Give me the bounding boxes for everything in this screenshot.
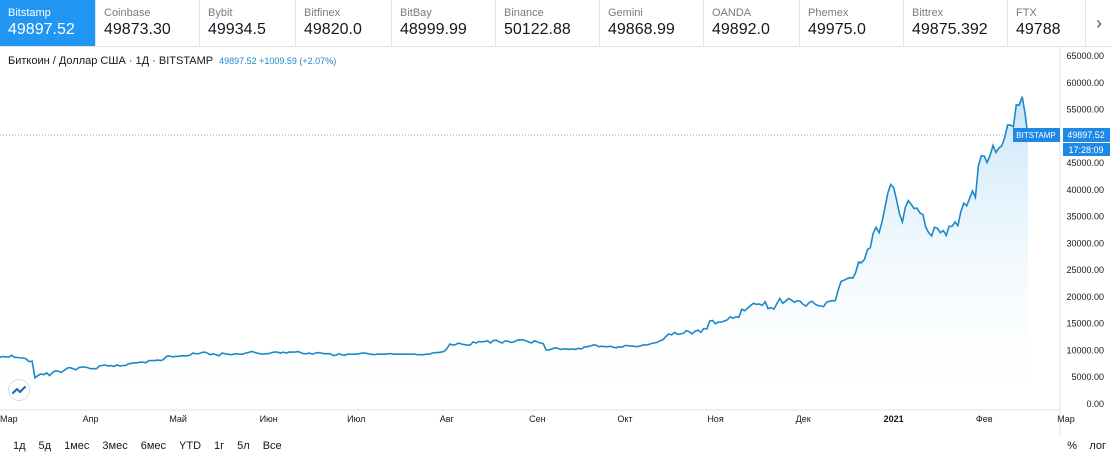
x-tick-label: Дек <box>796 414 811 424</box>
last-price-label-group: BITSTAMP 49897.52 17:28:09 <box>1013 128 1110 156</box>
exchange-price-tag-label: BITSTAMP <box>1016 131 1055 140</box>
tab-ftx[interactable]: FTX 49788 <box>1008 0 1060 46</box>
y-tick-label: 60000.00 <box>1066 78 1104 88</box>
range-1d[interactable]: 1д <box>13 440 26 452</box>
tab-bitstamp[interactable]: Bitstamp 49897.52 <box>0 0 96 46</box>
tab-exchange-label: Coinbase <box>104 7 151 19</box>
tab-exchange-label: OANDA <box>712 7 752 19</box>
x-tick-label: Окт <box>617 414 632 424</box>
tab-price: 49975.0 <box>808 21 866 38</box>
logo-glyph <box>11 385 27 395</box>
price-chart[interactable]: 65000.0060000.0055000.0050000.0045000.00… <box>0 46 1112 436</box>
tab-gemini[interactable]: Gemini 49868.99 <box>600 0 704 46</box>
tab-exchange-label: Bittrex <box>912 7 944 19</box>
price-line <box>0 96 1029 380</box>
tab-coinbase[interactable]: Coinbase 49873.30 <box>96 0 200 46</box>
y-tick-label: 55000.00 <box>1066 105 1104 115</box>
y-tick-label: 15000.00 <box>1066 319 1104 329</box>
y-tick-label: 20000.00 <box>1066 292 1104 302</box>
x-tick-label: Июн <box>260 414 278 424</box>
x-tick-label: 2021 <box>884 414 904 424</box>
y-tick-label: 40000.00 <box>1066 185 1104 195</box>
last-price-tag-value: 49897.52 <box>1067 130 1105 140</box>
tab-bybit[interactable]: Bybit 49934.5 <box>200 0 296 46</box>
tab-bittrex[interactable]: Bittrex 49875.392 <box>904 0 1008 46</box>
range-all[interactable]: Все <box>262 440 282 452</box>
tab-exchange-label: Phemex <box>808 7 849 19</box>
range-1m[interactable]: 1мес <box>64 440 90 452</box>
chart-legend: Биткоин / Доллар США · 1Д · BITSTAMP 4989… <box>8 55 336 67</box>
last-price-tag <box>1063 128 1110 142</box>
tab-exchange-label: Bitfinex <box>304 7 341 19</box>
tab-exchange-label: Binance <box>504 7 544 19</box>
tab-exchange-label: Gemini <box>608 7 643 19</box>
tab-price: 50122.88 <box>504 21 571 38</box>
range-5y[interactable]: 5л <box>237 440 250 452</box>
countdown-tag-value: 17:28:09 <box>1068 145 1103 155</box>
range-6m[interactable]: 6мес <box>140 440 167 452</box>
tab-oanda[interactable]: OANDA 49892.0 <box>704 0 800 46</box>
log-scale-toggle[interactable]: лог <box>1089 440 1106 452</box>
range-ytd[interactable]: YTD <box>179 440 202 452</box>
x-tick-label: Мар <box>0 414 18 424</box>
tab-price: 49892.0 <box>712 21 770 38</box>
x-tick-label: Сен <box>529 414 546 424</box>
y-tick-label: 5000.00 <box>1071 372 1104 382</box>
tab-exchange-label: FTX <box>1016 7 1037 19</box>
symbol-title: Биткоин / Доллар США · 1Д · BITSTAMP <box>8 55 214 67</box>
range-1y[interactable]: 1г <box>214 440 225 452</box>
tab-price: 49788 <box>1016 21 1060 38</box>
tab-price: 49820.0 <box>304 21 362 38</box>
tab-phemex[interactable]: Phemex 49975.0 <box>800 0 904 46</box>
price-area-fill <box>0 96 1028 404</box>
tab-exchange-label: Bitstamp <box>8 7 51 19</box>
y-tick-label: 0.00 <box>1086 399 1104 409</box>
exchange-price-tag <box>1013 128 1060 142</box>
bottom-toolbar: 1д 5д 1мес 3мес 6мес YTD 1г 5л Все % лог <box>0 436 1112 456</box>
tab-price: 48999.99 <box>400 21 467 38</box>
y-tick-label: 35000.00 <box>1066 212 1104 222</box>
y-tick-label: 30000.00 <box>1066 238 1104 248</box>
y-tick-label: 25000.00 <box>1066 265 1104 275</box>
x-tick-label: Апр <box>83 414 99 424</box>
tab-price: 49934.5 <box>208 21 266 38</box>
range-3m[interactable]: 3мес <box>102 440 128 452</box>
x-tick-label: Май <box>169 414 187 424</box>
tradingview-logo-icon[interactable] <box>8 379 30 401</box>
tab-price: 49897.52 <box>8 21 75 38</box>
y-tick-label: 10000.00 <box>1066 345 1104 355</box>
percent-scale-toggle[interactable]: % <box>1067 440 1077 452</box>
x-tick-label: Июл <box>347 414 365 424</box>
tab-binance[interactable]: Binance 50122.88 <box>496 0 600 46</box>
chevron-right-icon: › <box>1096 12 1102 33</box>
tab-bitbay[interactable]: BitBay 48999.99 <box>392 0 496 46</box>
range-5d[interactable]: 5д <box>38 440 52 452</box>
exchange-tabs: Bitstamp 49897.52 Coinbase 49873.30 Bybit 4… <box>0 0 1112 47</box>
x-tick-label: Мар <box>1057 414 1075 424</box>
x-tick-label: Фев <box>976 414 993 424</box>
symbol-value: 49897.52 +1009.59 (+2.07%) <box>219 56 337 66</box>
tab-exchange-label: Bybit <box>208 7 233 19</box>
tab-bitfinex[interactable]: Bitfinex 49820.0 <box>296 0 392 46</box>
x-tick-label: Авг <box>440 414 455 424</box>
tab-exchange-label: BitBay <box>400 7 432 19</box>
tab-price: 49873.30 <box>104 21 171 38</box>
x-tick-label: Ноя <box>707 414 724 424</box>
y-tick-label: 65000.00 <box>1066 51 1104 61</box>
tab-price: 49875.392 <box>912 21 988 38</box>
scroll-right-button[interactable]: › <box>1085 0 1112 46</box>
y-tick-label: 45000.00 <box>1066 158 1104 168</box>
countdown-tag <box>1063 143 1110 156</box>
tab-price: 49868.99 <box>608 21 675 38</box>
